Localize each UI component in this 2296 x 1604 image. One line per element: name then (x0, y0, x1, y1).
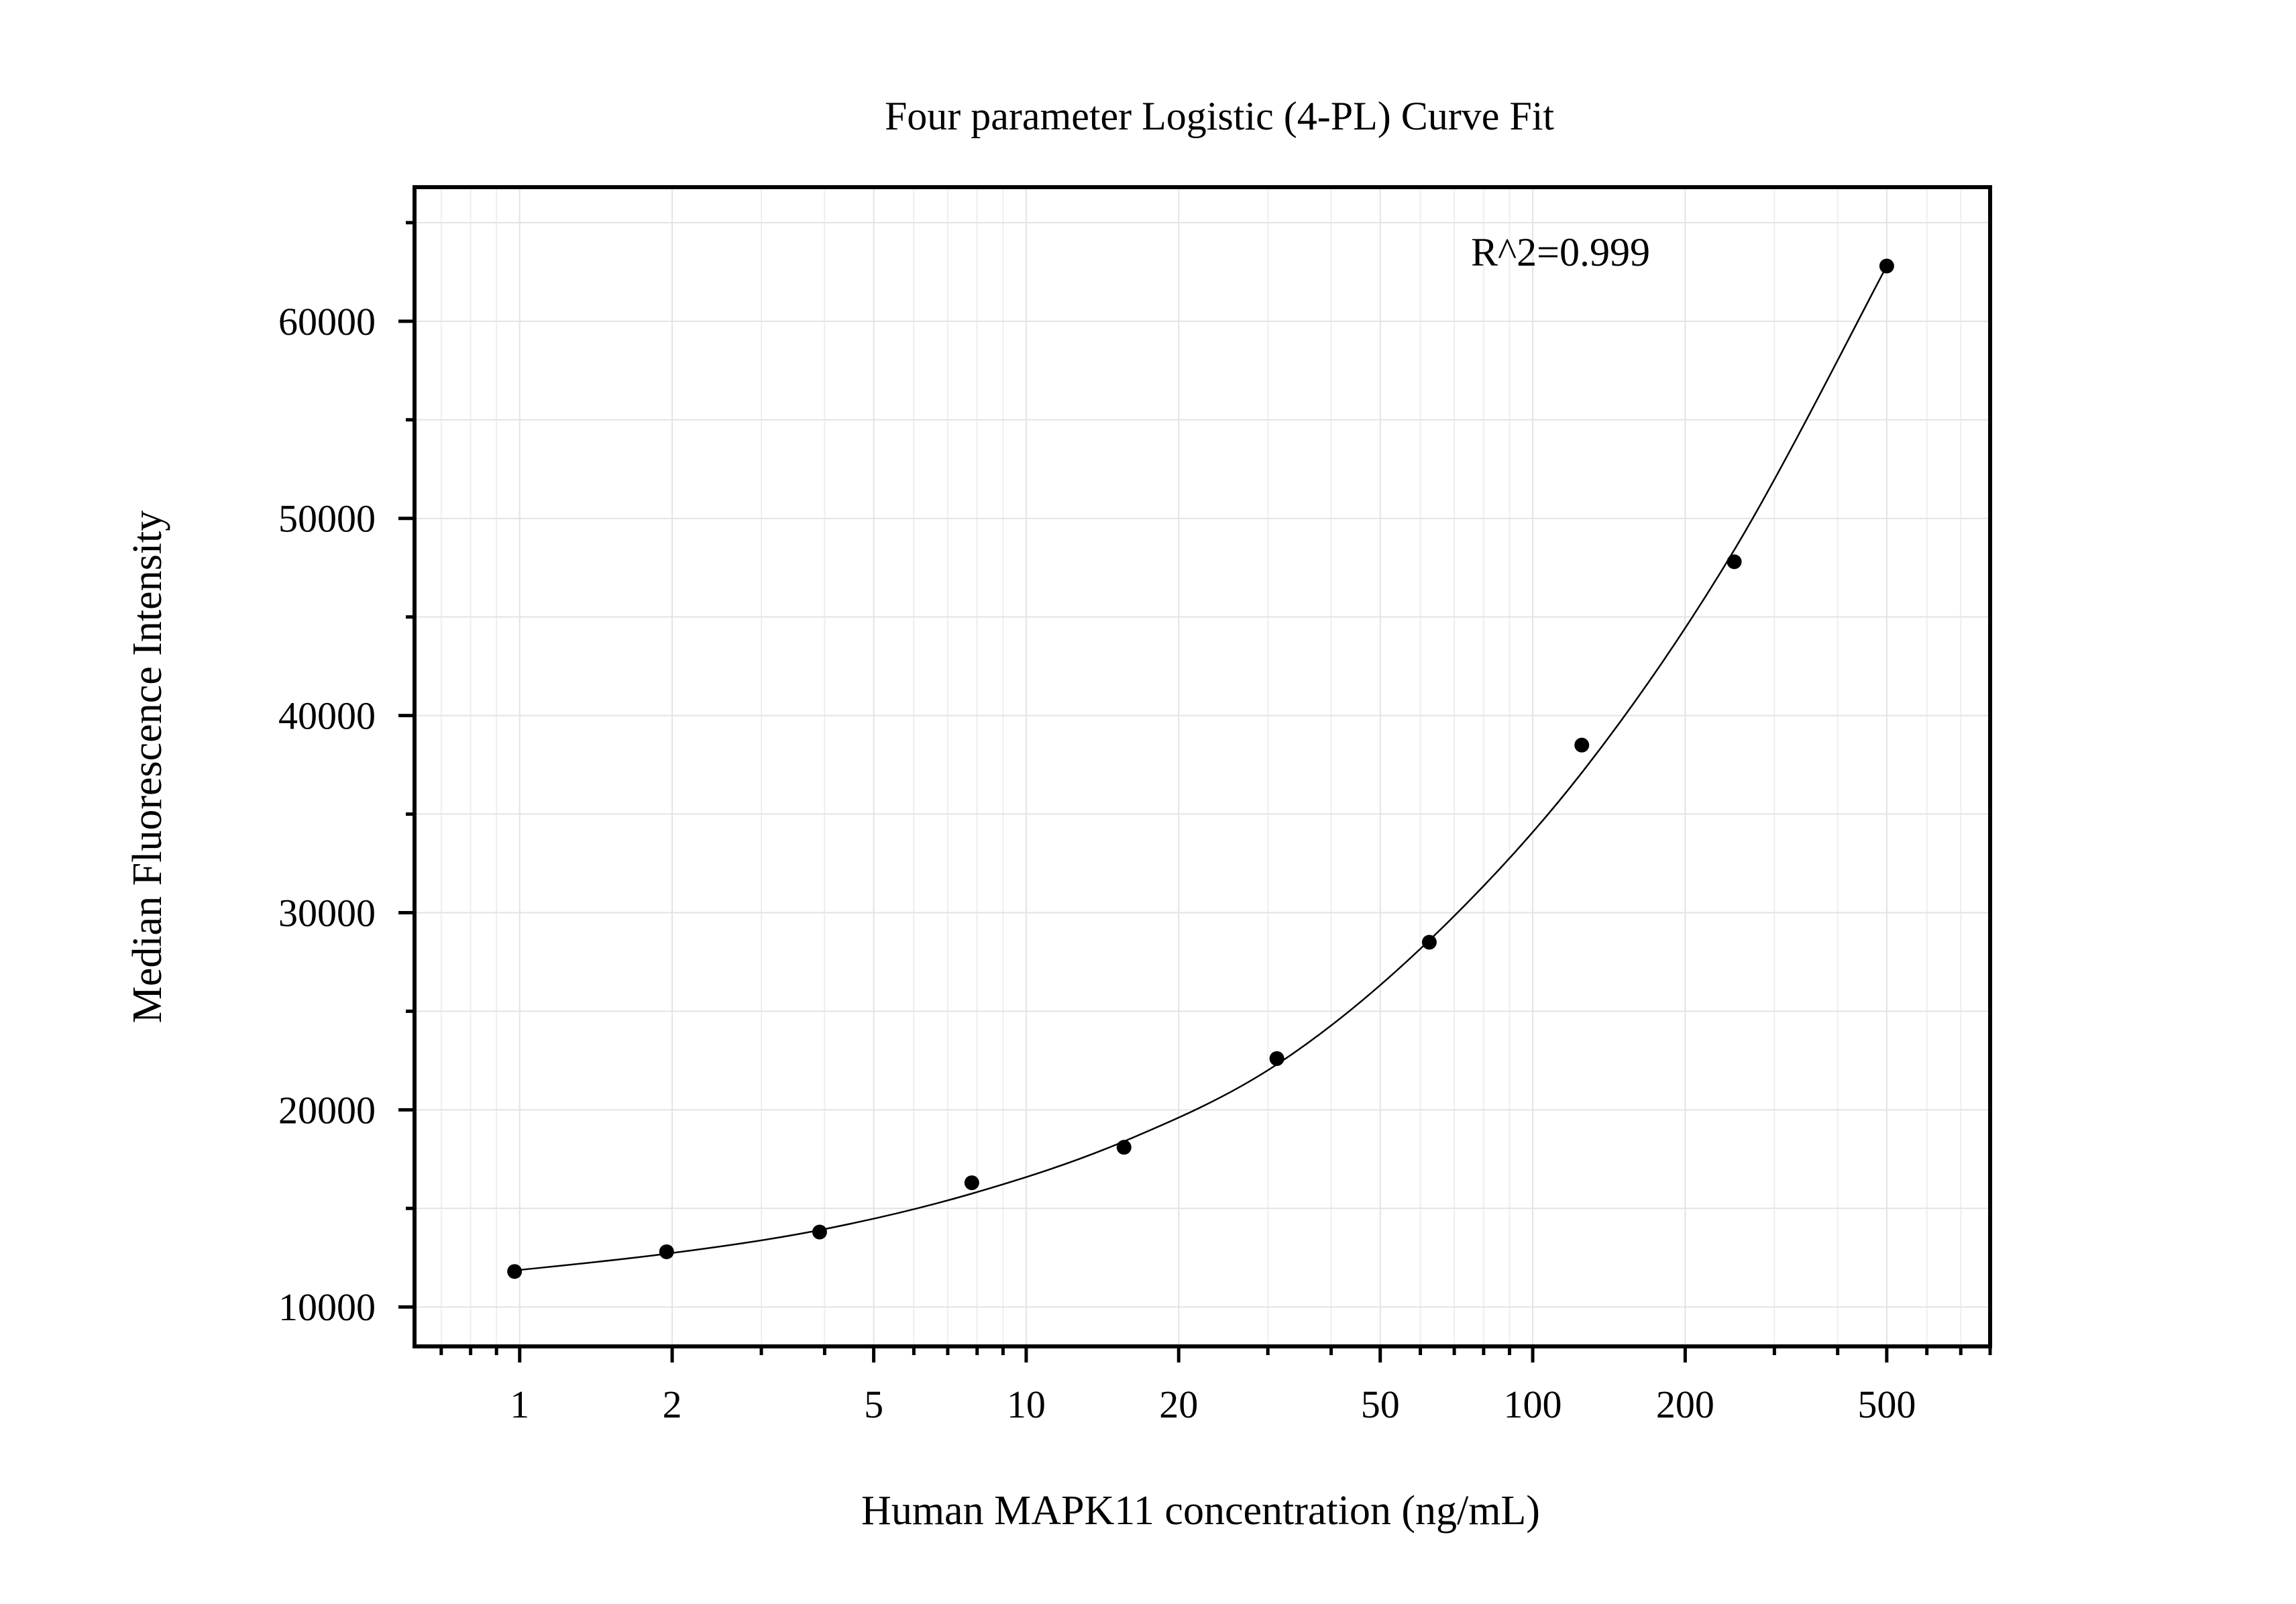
data-point (1269, 1051, 1284, 1066)
x-axis-label: Human MAPK11 concentration (ng/mL) (861, 1488, 1540, 1534)
data-point (659, 1244, 674, 1259)
y-tick-label: 20000 (278, 1088, 376, 1132)
x-tick-label: 10 (1007, 1383, 1046, 1426)
plot-frame (413, 185, 1992, 1348)
x-tick-label: 20 (1159, 1383, 1198, 1426)
grid (415, 187, 1991, 1346)
data-point (507, 1264, 523, 1279)
data-point (964, 1175, 979, 1191)
x-tick-label: 5 (864, 1383, 883, 1426)
x-tick-label: 1 (510, 1383, 529, 1426)
y-tick-label: 60000 (278, 300, 376, 343)
axis-ticks (398, 221, 1992, 1362)
data-point (1574, 737, 1590, 753)
x-tick-label: 100 (1504, 1383, 1562, 1426)
y-tick-labels: 10000 20000 30000 40000 50000 60000 (278, 300, 376, 1329)
y-tick-label: 50000 (278, 497, 376, 541)
fit-curve (514, 265, 1888, 1272)
r-squared-annotation: R^2=0.999 (1471, 230, 1650, 274)
data-point (812, 1224, 827, 1240)
data-point (1727, 554, 1742, 570)
x-tick-label: 50 (1361, 1383, 1400, 1426)
y-tick-label: 40000 (278, 694, 376, 738)
x-tick-labels: 1 2 5 10 20 50 100 200 500 (510, 1383, 1916, 1426)
x-tick-label: 200 (1656, 1383, 1714, 1426)
y-axis-label: Median Fluorescence Intensity (125, 511, 170, 1023)
x-tick-label: 500 (1857, 1383, 1916, 1426)
y-tick-label: 30000 (278, 891, 376, 934)
y-tick-label: 10000 (278, 1285, 376, 1329)
data-point (1116, 1140, 1132, 1155)
data-points (507, 258, 1894, 1279)
chart-title: Four parameter Logistic (4-PL) Curve Fit (885, 94, 1554, 138)
data-point (1421, 934, 1437, 950)
x-tick-label: 2 (663, 1383, 682, 1426)
data-point (1879, 258, 1894, 274)
